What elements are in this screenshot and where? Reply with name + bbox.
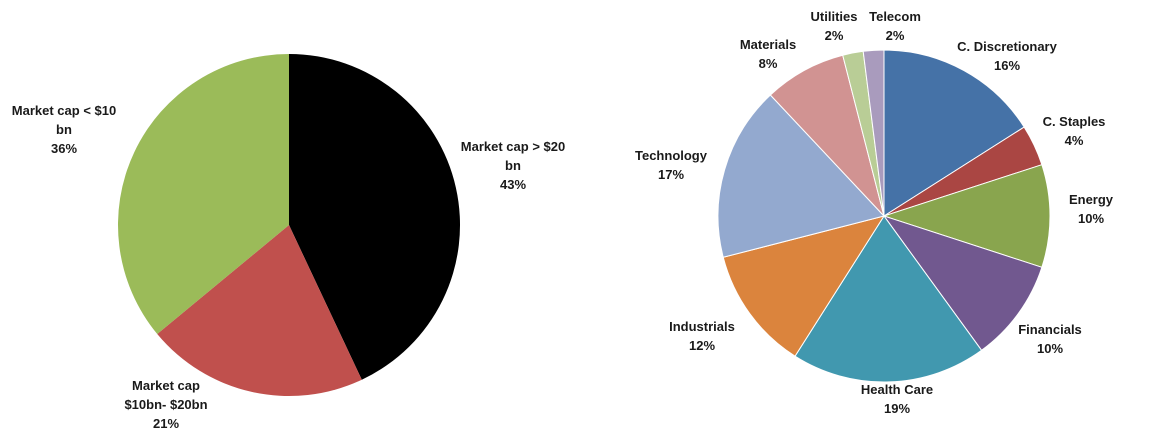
- sector-slice-label-2: Energy 10%: [1069, 192, 1114, 226]
- sector-slice-label-0: C. Discretionary 16%: [957, 39, 1057, 73]
- market-cap-slice-0: [289, 53, 461, 380]
- sector-slice-label-7: Materials 8%: [740, 37, 796, 71]
- sector-slice-label-3: Financials 10%: [1018, 322, 1082, 356]
- sector-slice-label-1: C. Staples 4%: [1043, 114, 1106, 148]
- sector-slice-label-5: Industrials 12%: [669, 319, 735, 353]
- market-cap-slice-label-2: Market cap < $10 bn 36%: [12, 103, 116, 156]
- market-cap-slice-label-0: Market cap > $20 bn 43%: [461, 139, 565, 192]
- market-cap-pie-chart: Market cap > $20 bn 43% Market cap $10bn- $2…: [12, 53, 565, 431]
- sector-slice-label-4: Health Care 19%: [861, 382, 933, 416]
- sector-slice-3: [882, 215, 1043, 351]
- market-cap-slice-label-1: Market cap $10bn- $20bn 21%: [124, 378, 207, 431]
- market-cap-slice-1: [157, 225, 362, 397]
- sector-slice-4: [794, 215, 983, 383]
- market-cap-slice-2: [117, 54, 290, 334]
- sector-slice-label-8: Utilities 2%: [811, 9, 858, 43]
- sector-slice-0: [883, 49, 1025, 217]
- sector-slice-9: [862, 49, 885, 217]
- sector-slice-label-6: Technology 17%: [635, 148, 708, 182]
- sector-slice-6: [717, 94, 885, 258]
- sector-slice-5: [722, 215, 886, 357]
- sector-slice-2: [882, 164, 1051, 268]
- sector-pie-chart: C. Discretionary 16% C. Staples 4% Energy 10%…: [635, 9, 1114, 416]
- sector-slice-label-9: Telecom 2%: [869, 9, 921, 43]
